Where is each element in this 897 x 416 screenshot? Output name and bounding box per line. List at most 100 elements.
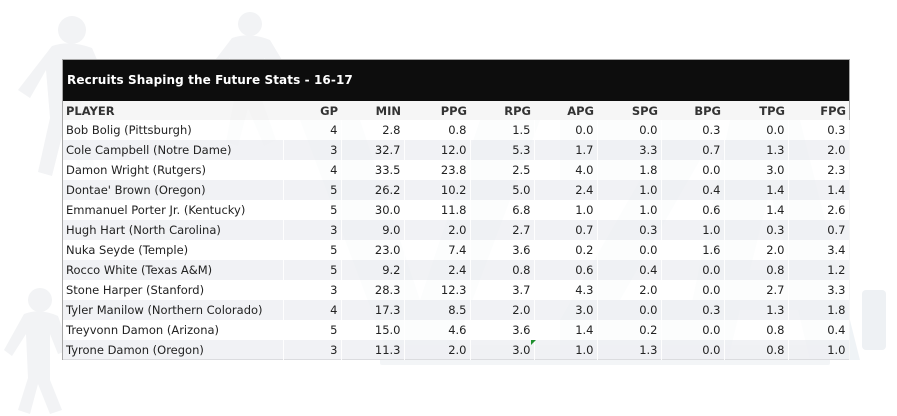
stat-cell-bpg: 0.3 [661, 120, 725, 140]
stat-cell-ppg: 2.4 [404, 260, 471, 280]
table-header-row: PLAYER GP MIN PPG RPG APG SPG BPG TPG FPG [63, 101, 849, 120]
stat-cell-gp: 3 [283, 140, 342, 160]
stat-cell-gp: 4 [283, 300, 342, 320]
table-row: Stone Harper (Stanford) 3 28.3 12.3 3.7 4.3 2.… [63, 280, 850, 300]
stat-cell-spg: 2.0 [597, 280, 662, 300]
stat-cell-ppg: 10.2 [404, 180, 471, 200]
player-name-cell: Dontae' Brown (Oregon) [63, 180, 284, 200]
stat-cell-spg: 0.4 [597, 260, 662, 280]
column-header-player: PLAYER [63, 101, 283, 120]
stat-cell-rpg: 5.3 [470, 140, 535, 160]
stat-cell-ppg: 0.8 [404, 120, 471, 140]
stats-table: PLAYER GP MIN PPG RPG APG SPG BPG TPG FPG Bob Bol… [63, 101, 850, 360]
stat-cell-fpg: 0.4 [788, 320, 850, 340]
stat-cell-gp: 5 [283, 240, 342, 260]
stat-cell-bpg: 1.0 [661, 220, 725, 240]
player-name-cell: Tyrone Damon (Oregon) [63, 340, 284, 360]
stat-cell-fpg: 3.3 [788, 280, 850, 300]
player-name-cell: Cole Campbell (Notre Dame) [63, 140, 284, 160]
stat-cell-rpg: 3.6 [470, 320, 535, 340]
table-row: Tyrone Damon (Oregon) 3 11.3 2.0 3.0 1.0 1.3 0.… [63, 340, 850, 360]
stat-cell-apg: 0.6 [534, 260, 598, 280]
table-title: Recruits Shaping the Future Stats - 16-1… [63, 60, 849, 101]
stat-cell-tpg: 2.7 [724, 280, 789, 300]
stat-cell-gp: 5 [283, 180, 342, 200]
stat-cell-fpg: 1.8 [788, 300, 850, 320]
stat-cell-rpg: 6.8 [470, 200, 535, 220]
table-row: Hugh Hart (North Carolina) 3 9.0 2.0 2.7 0.7 0… [63, 220, 850, 240]
stat-cell-min: 15.0 [341, 320, 405, 340]
stat-cell-gp: 4 [283, 160, 342, 180]
stat-cell-ppg: 4.6 [404, 320, 471, 340]
stat-cell-apg: 1.7 [534, 140, 598, 160]
stat-cell-gp: 5 [283, 260, 342, 280]
stat-cell-fpg: 3.4 [788, 240, 850, 260]
stat-cell-spg: 1.0 [597, 180, 662, 200]
stat-cell-rpg: 2.7 [470, 220, 535, 240]
stat-cell-min: 33.5 [341, 160, 405, 180]
column-header-fpg: FPG [788, 101, 849, 120]
stat-cell-tpg: 0.3 [724, 220, 789, 240]
stat-cell-bpg: 0.0 [661, 260, 725, 280]
stat-cell-apg: 1.4 [534, 320, 598, 340]
stat-cell-bpg: 0.0 [661, 320, 725, 340]
stat-cell-gp: 4 [283, 120, 342, 140]
stat-cell-apg: 0.7 [534, 220, 598, 240]
stat-cell-tpg: 1.4 [724, 180, 789, 200]
column-header-tpg: TPG [724, 101, 788, 120]
stat-cell-ppg: 11.8 [404, 200, 471, 220]
stat-cell-min: 26.2 [341, 180, 405, 200]
stat-cell-min: 2.8 [341, 120, 405, 140]
stat-cell-apg: 1.0 [534, 340, 598, 360]
stat-cell-ppg: 23.8 [404, 160, 471, 180]
stat-cell-rpg: 3.6 [470, 240, 535, 260]
table-row: Nuka Seyde (Temple) 5 23.0 7.4 3.6 0.2 0.0 1.6 2… [63, 240, 850, 260]
stat-cell-tpg: 0.8 [724, 260, 789, 280]
stat-cell-spg: 0.0 [597, 120, 662, 140]
player-name-cell: Nuka Seyde (Temple) [63, 240, 284, 260]
stat-cell-apg: 3.0 [534, 300, 598, 320]
column-header-apg: APG [534, 101, 597, 120]
stat-cell-min: 28.3 [341, 280, 405, 300]
stat-cell-spg: 1.3 [597, 340, 662, 360]
stat-cell-gp: 3 [283, 280, 342, 300]
stat-cell-fpg: 2.6 [788, 200, 850, 220]
column-header-spg: SPG [597, 101, 661, 120]
stat-cell-ppg: 7.4 [404, 240, 471, 260]
stat-cell-gp: 3 [283, 220, 342, 240]
table-row: Treyvonn Damon (Arizona) 5 15.0 4.6 3.6 1.4 0.… [63, 320, 850, 340]
stat-cell-apg: 2.4 [534, 180, 598, 200]
table-body: Bob Bolig (Pittsburgh) 4 2.8 0.8 1.5 0.0 0.0 0.… [63, 120, 850, 360]
stat-cell-bpg: 0.7 [661, 140, 725, 160]
stat-cell-min: 9.2 [341, 260, 405, 280]
table-row: Bob Bolig (Pittsburgh) 4 2.8 0.8 1.5 0.0 0.0 0.… [63, 120, 850, 140]
stat-cell-apg: 1.0 [534, 200, 598, 220]
stat-cell-apg: 4.0 [534, 160, 598, 180]
stat-cell-apg: 0.0 [534, 120, 598, 140]
stat-cell-rpg: 1.5 [470, 120, 535, 140]
player-name-cell: Treyvonn Damon (Arizona) [63, 320, 284, 340]
player-name-cell: Emmanuel Porter Jr. (Kentucky) [63, 200, 284, 220]
stat-cell-bpg: 0.4 [661, 180, 725, 200]
stat-cell-fpg: 0.3 [788, 120, 850, 140]
column-header-gp: GP [283, 101, 341, 120]
player-name-cell: Stone Harper (Stanford) [63, 280, 284, 300]
player-name-cell: Tyler Manilow (Northern Colorado) [63, 300, 284, 320]
stat-cell-bpg: 0.0 [661, 340, 725, 360]
stat-cell-gp: 5 [283, 200, 342, 220]
stat-cell-fpg: 2.3 [788, 160, 850, 180]
stat-cell-spg: 0.3 [597, 220, 662, 240]
stat-cell-rpg: 5.0 [470, 180, 535, 200]
cell-comment-marker [531, 340, 536, 345]
stat-cell-tpg: 1.3 [724, 300, 789, 320]
table-row: Emmanuel Porter Jr. (Kentucky) 5 30.0 11.8 6… [63, 200, 850, 220]
stat-cell-rpg: 2.0 [470, 300, 535, 320]
stat-cell-gp: 3 [283, 340, 342, 360]
stat-cell-rpg: 3.7 [470, 280, 535, 300]
player-name-cell: Damon Wright (Rutgers) [63, 160, 284, 180]
table-row: Dontae' Brown (Oregon) 5 26.2 10.2 5.0 2.4 1.0… [63, 180, 850, 200]
player-name-cell: Bob Bolig (Pittsburgh) [63, 120, 284, 140]
stat-cell-tpg: 0.8 [724, 340, 789, 360]
stat-cell-fpg: 1.2 [788, 260, 850, 280]
stats-panel: Recruits Shaping the Future Stats - 16-1… [62, 59, 850, 360]
